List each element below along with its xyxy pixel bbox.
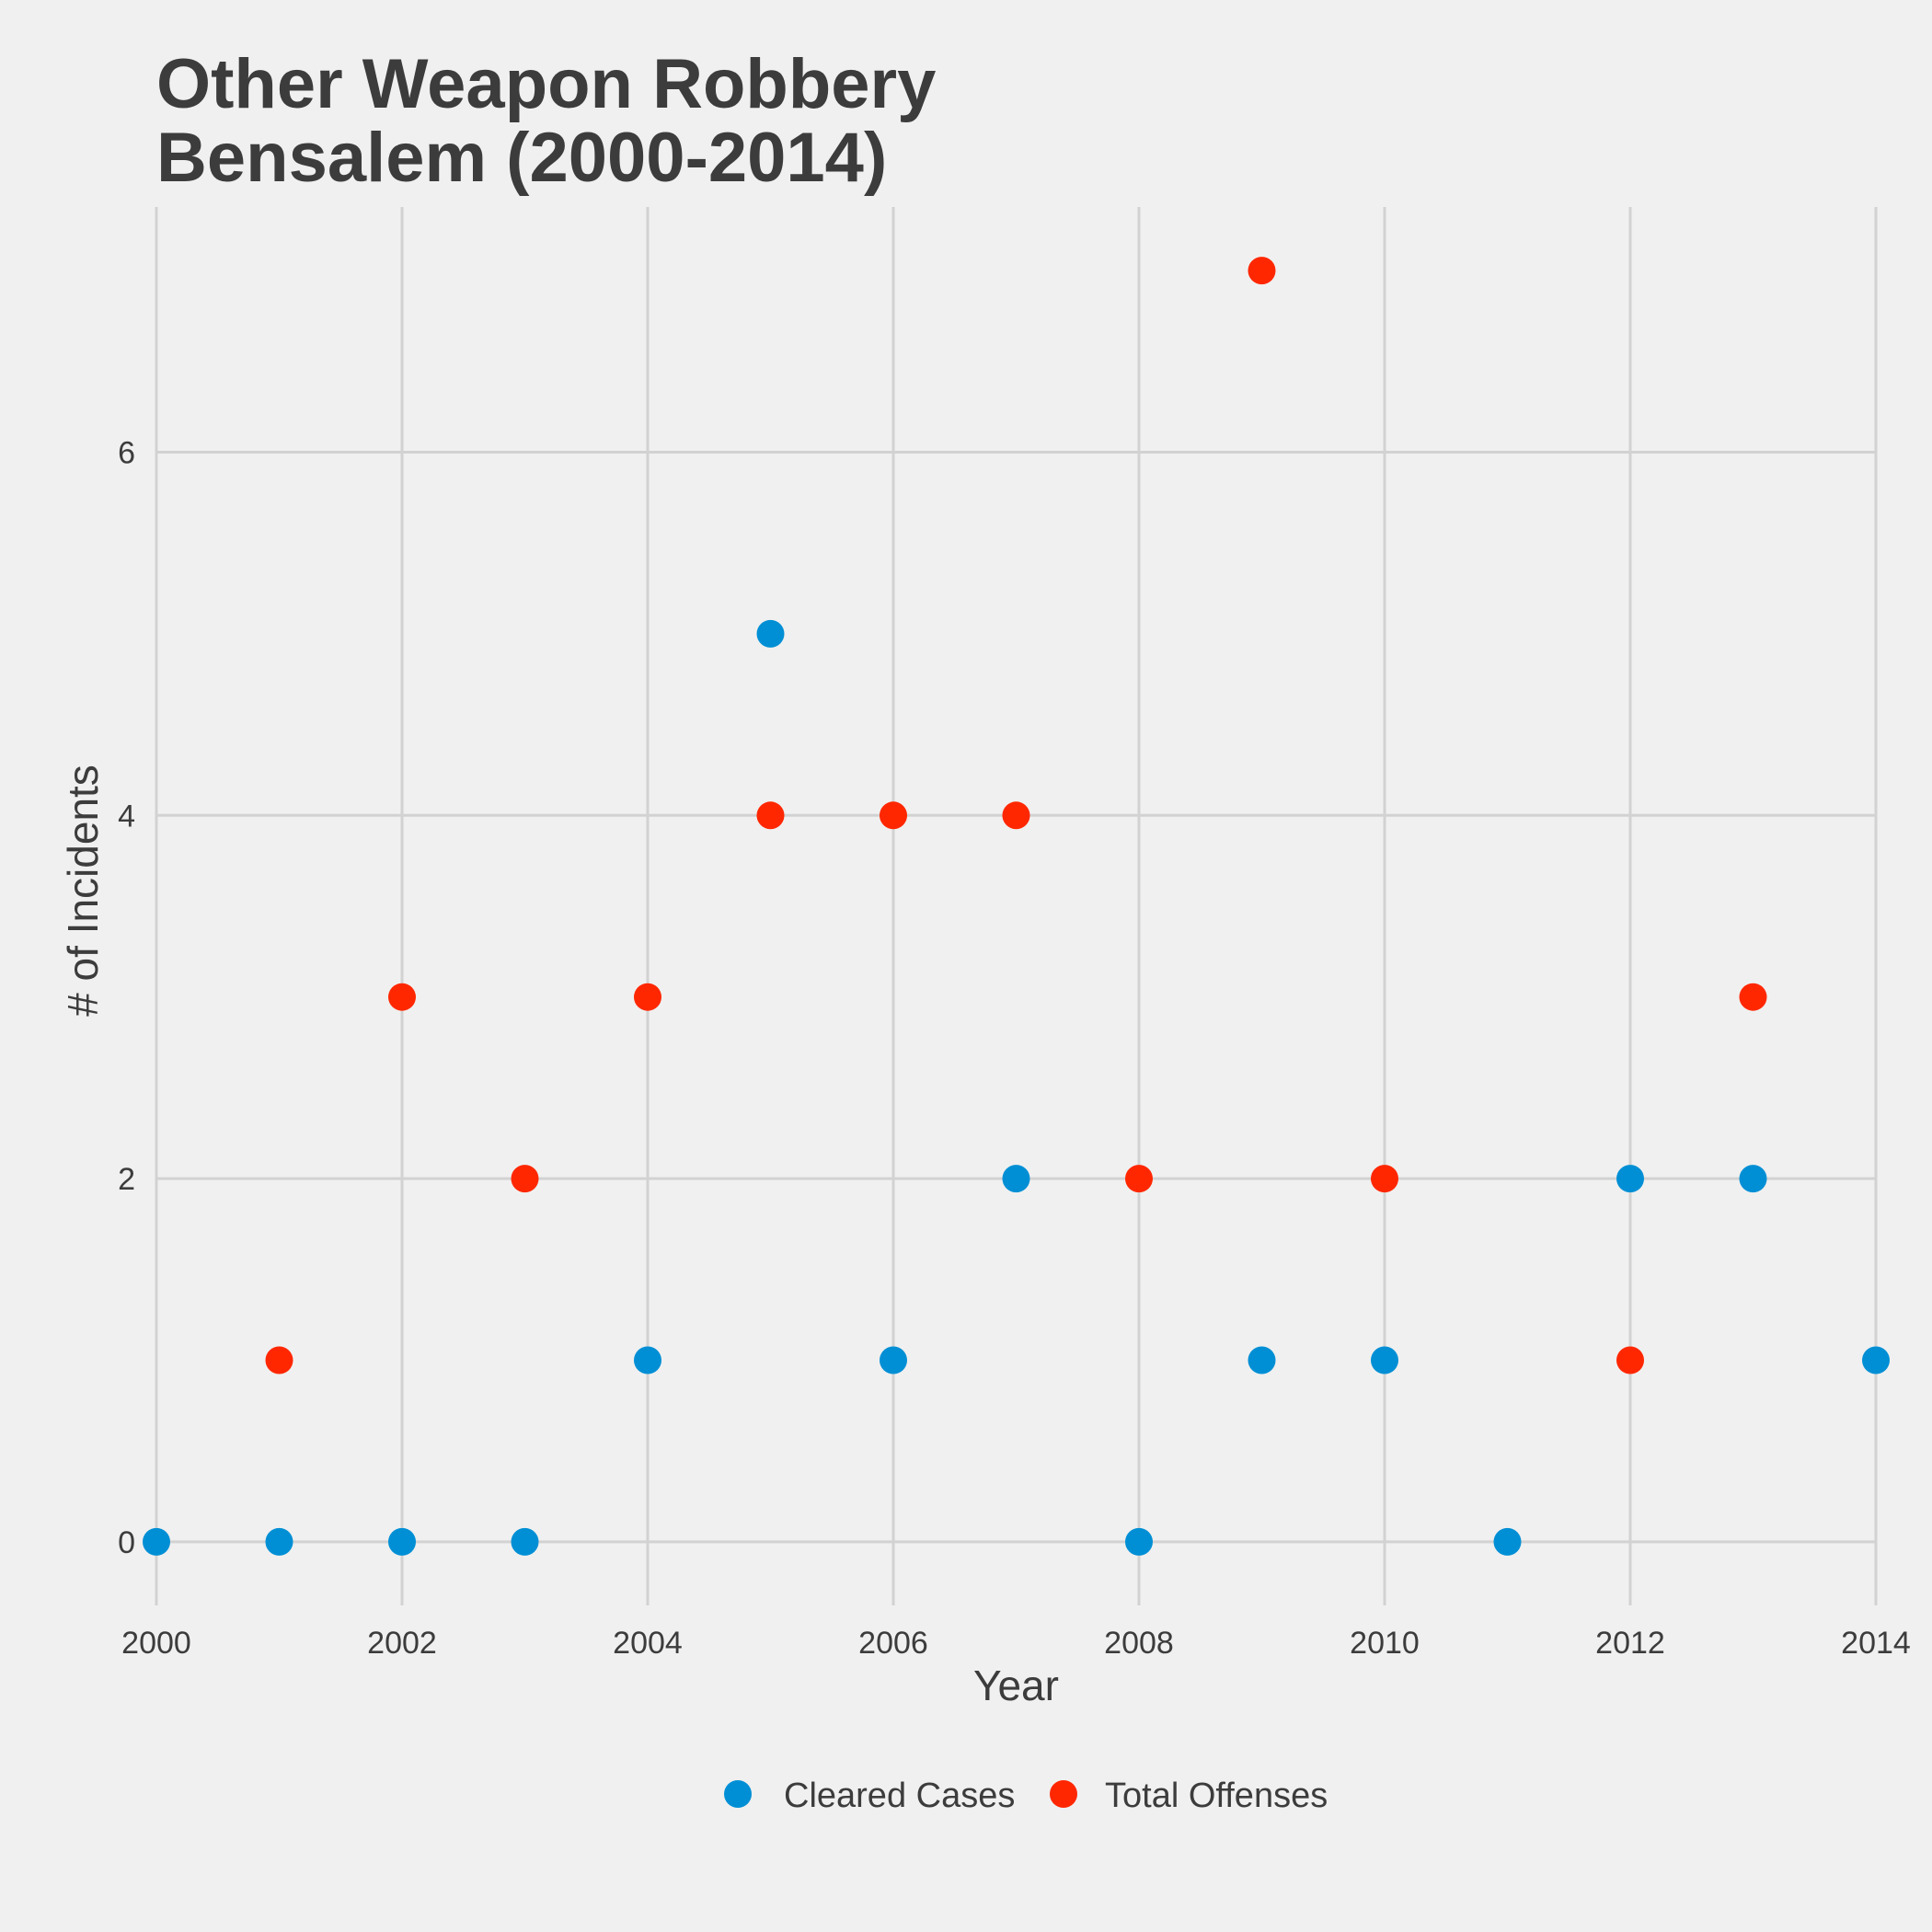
grid (155, 207, 1878, 1605)
x-tick-label: 2000 (121, 1626, 191, 1661)
cleared-cases-point (388, 1527, 416, 1556)
legend-label-cleared-cases: Cleared Cases (784, 1777, 1015, 1815)
cleared-cases-point (1125, 1527, 1153, 1556)
total-offenses-point (756, 801, 785, 830)
x-tick-label: 2006 (858, 1626, 928, 1661)
cleared-cases-point (1862, 1346, 1890, 1374)
total-offenses-point (265, 1346, 293, 1374)
tick-labels: 2000 2002 2004 2006 2008 2010 2012 2014 0 2 4 6 (118, 435, 1911, 1661)
chart-title: Other Weapon Robbery Bensalem (2000-2014… (156, 45, 936, 197)
cleared-cases-point (1616, 1165, 1644, 1193)
cleared-cases-point (511, 1527, 539, 1556)
total-offenses-point (880, 801, 907, 830)
cleared-cases-point (1739, 1165, 1767, 1193)
cleared-cases-point (880, 1346, 907, 1374)
cleared-cases-point (265, 1527, 293, 1556)
total-offenses-point (1002, 801, 1030, 830)
y-tick-label: 6 (118, 435, 135, 470)
data-points (143, 257, 1890, 1556)
x-tick-label: 2008 (1104, 1626, 1174, 1661)
total-offenses-point (1125, 1165, 1153, 1193)
total-offenses-point (634, 983, 661, 1011)
legend-label-total-offenses: Total Offenses (1105, 1777, 1328, 1815)
chart-title-line-2: Bensalem (2000-2014) (156, 119, 887, 197)
y-tick-label: 4 (118, 799, 135, 834)
total-offenses-point (1739, 983, 1767, 1011)
total-offenses-point (511, 1165, 539, 1193)
legend-key-total-offenses (1050, 1780, 1077, 1808)
cleared-cases-point (1002, 1165, 1030, 1193)
y-tick-label: 2 (118, 1162, 135, 1197)
x-tick-label: 2004 (613, 1626, 683, 1661)
cleared-cases-point (1493, 1527, 1522, 1556)
cleared-cases-point (143, 1527, 170, 1556)
x-tick-label: 2012 (1595, 1626, 1665, 1661)
legend-key-cleared-cases (724, 1780, 752, 1808)
total-offenses-point (1248, 257, 1276, 285)
y-axis-title: # of Incidents (59, 765, 107, 1017)
x-axis-title: Year (973, 1662, 1059, 1709)
cleared-cases-point (1248, 1346, 1276, 1374)
legend: Cleared Cases Total Offenses (724, 1777, 1328, 1815)
x-tick-label: 2010 (1350, 1626, 1420, 1661)
total-offenses-point (1616, 1346, 1644, 1374)
total-offenses-point (1371, 1165, 1398, 1193)
cleared-cases-point (1371, 1346, 1398, 1374)
x-tick-label: 2014 (1841, 1626, 1911, 1661)
x-tick-label: 2002 (367, 1626, 437, 1661)
cleared-cases-point (634, 1346, 661, 1374)
cleared-cases-point (756, 619, 785, 648)
chart-title-line-1: Other Weapon Robbery (156, 45, 936, 123)
total-offenses-point (388, 983, 416, 1011)
y-tick-label: 0 (118, 1525, 135, 1560)
